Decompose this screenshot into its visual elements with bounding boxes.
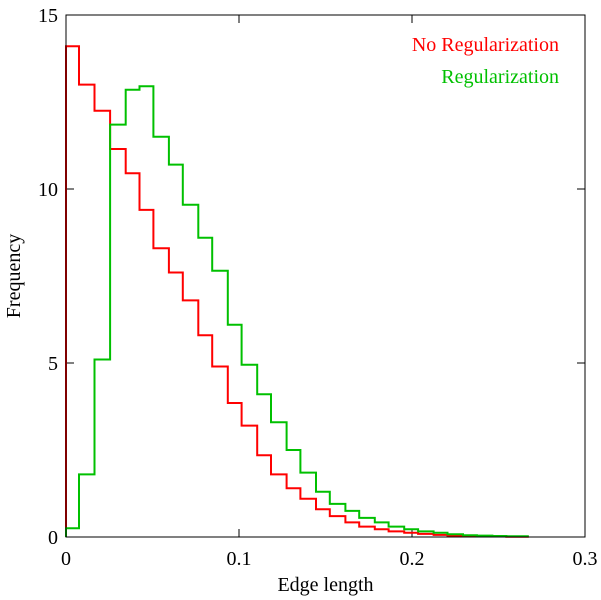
series-regularization-step-line <box>65 85 529 538</box>
ticks-layer <box>65 14 586 538</box>
series-no-regularization-step-line <box>65 45 529 538</box>
y-tick-label: 5 <box>48 353 58 375</box>
plot-frame <box>65 14 586 538</box>
legend-entry-no-regularization: No Regularization <box>412 34 559 56</box>
x-tick-labels: 0 0.1 0.2 0.3 <box>61 548 598 570</box>
x-tick-label: 0.3 <box>573 548 598 570</box>
x-tick-label: 0.2 <box>400 548 425 570</box>
y-tick-label: 15 <box>38 5 58 27</box>
x-tick-label: 0 <box>61 548 71 570</box>
x-tick-label: 0.1 <box>227 548 252 570</box>
x-axis-label: Edge length <box>277 574 373 596</box>
y-tick-labels: 0 5 10 15 <box>38 5 58 549</box>
y-tick-label: 0 <box>48 527 58 549</box>
legend: No Regularization Regularization <box>412 34 559 88</box>
series-layer <box>65 45 529 538</box>
y-tick-label: 10 <box>38 179 58 201</box>
legend-entry-regularization: Regularization <box>441 66 559 88</box>
y-axis-label: Frequency <box>3 234 25 318</box>
